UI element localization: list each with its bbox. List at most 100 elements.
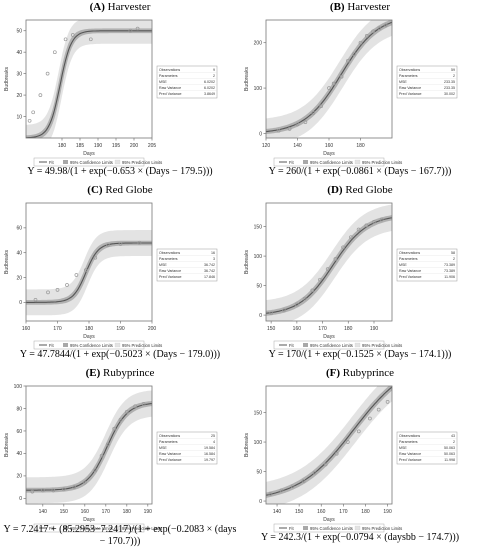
confidence-band xyxy=(266,386,392,498)
stats-label: Parameters xyxy=(399,440,418,444)
legend-fit-label: Fit xyxy=(49,160,54,165)
legend-pred-label: 95% Prediction Limits xyxy=(122,160,162,165)
y-tick-label: 100 xyxy=(14,384,23,390)
data-point xyxy=(385,400,390,404)
y-tick-label: 50 xyxy=(256,283,262,289)
legend-box xyxy=(273,157,385,167)
data-point xyxy=(358,40,363,45)
y-tick-label: 20 xyxy=(16,275,22,281)
x-tick-label: 120 xyxy=(262,143,271,149)
fit-line xyxy=(26,30,152,138)
data-point xyxy=(45,71,50,76)
x-tick-label: 150 xyxy=(60,509,69,515)
y-tick-label: 100 xyxy=(254,440,263,446)
stats-label: Pred Variance xyxy=(159,92,182,96)
legend-fit-label: Fit xyxy=(49,526,54,531)
x-axis-label: Days xyxy=(323,334,335,340)
data-point xyxy=(345,440,350,444)
legend-pred-swatch xyxy=(114,342,121,348)
y-tick-label: 40 xyxy=(16,50,22,56)
stats-label: Observations xyxy=(159,251,180,255)
data-point xyxy=(279,488,284,493)
stats-label: Raw Variance xyxy=(159,86,181,90)
data-point xyxy=(52,50,57,55)
data-point xyxy=(356,429,361,434)
legend-conf-swatch xyxy=(63,526,68,530)
panel-d: (D) Red Globe 150 160 170 180 190 0 50 100 150 Da… xyxy=(240,183,480,366)
data-point xyxy=(356,227,361,232)
x-axis-label: Days xyxy=(323,151,335,157)
stats-label: Pred Variance xyxy=(399,458,422,462)
y-tick-label: 0 xyxy=(19,300,22,306)
data-point xyxy=(74,273,79,277)
panel-letter: (E) xyxy=(85,367,101,379)
legend-box xyxy=(33,157,145,167)
y-tick-label: 200 xyxy=(254,40,263,46)
y-tick-label: 20 xyxy=(16,93,22,99)
stats-value: 50.063 xyxy=(444,446,455,450)
stats-label: MSE xyxy=(399,263,407,267)
panel-name: Red Globe xyxy=(105,184,153,196)
stats-label: Raw Variance xyxy=(399,452,421,456)
stats-value: 233.35 xyxy=(444,80,455,84)
x-tick-label: 180 xyxy=(356,143,365,149)
panel-letter: (A) xyxy=(89,1,105,13)
stats-label: Observations xyxy=(399,251,420,255)
y-axis-label: Budbreaks xyxy=(4,433,10,457)
panel-b: (B) Harvester 120 140 160 180 0 100 200 Days Bud… xyxy=(240,0,480,183)
legend-pred-swatch xyxy=(114,159,121,165)
data-point xyxy=(364,34,369,38)
data-point xyxy=(372,220,376,224)
data-point xyxy=(106,442,110,447)
legend-fit-label: Fit xyxy=(49,343,54,348)
panel-e: (E) Rubyprince 140 150 160 170 180 190 0 20 40 60… xyxy=(0,366,240,549)
stats-value: 3 xyxy=(213,257,215,261)
stats-label: Observations xyxy=(159,68,180,72)
stats-value: 2 xyxy=(453,440,455,444)
fit-line xyxy=(266,21,392,133)
panel-name: Rubyprince xyxy=(342,367,395,379)
data-point xyxy=(334,451,339,456)
stats-label: Observations xyxy=(399,68,420,72)
legend-conf-label: 95% Confidence Limits xyxy=(70,526,113,531)
data-point xyxy=(301,479,306,483)
data-point xyxy=(118,242,123,246)
data-point xyxy=(133,404,138,409)
data-point xyxy=(310,288,315,293)
chart-svg: 140 150 160 170 180 190 0 50 100 150 Days Budbreaks… xyxy=(244,385,458,533)
data-point xyxy=(295,122,300,127)
legend-pred-label: 95% Prediction Limits xyxy=(122,343,162,348)
stats-value: 50.063 xyxy=(444,452,455,456)
x-tick-label: 195 xyxy=(112,143,121,149)
fit-line xyxy=(266,386,392,496)
data-point xyxy=(124,409,129,414)
data-point xyxy=(93,255,98,260)
x-axis-label: Days xyxy=(83,517,95,523)
data-point xyxy=(83,268,88,272)
x-tick-label: 150 xyxy=(267,326,276,332)
y-tick-label: 50 xyxy=(256,469,262,475)
legend-pred-swatch xyxy=(354,525,361,531)
data-point xyxy=(61,487,66,492)
y-tick-label: 100 xyxy=(254,86,263,92)
chart-svg: 140 150 160 170 180 190 0 20 40 60 80 100 Days Budbre… xyxy=(4,384,218,533)
y-axis-label: Budbreaks xyxy=(244,67,250,91)
panel-letter: (D) xyxy=(327,184,343,196)
data-point xyxy=(323,462,328,467)
data-point xyxy=(341,245,345,250)
panel-name: Red Globe xyxy=(345,184,393,196)
x-tick-label: 190 xyxy=(116,326,125,332)
stats-value: 73.389 xyxy=(444,263,455,267)
data-point xyxy=(82,480,87,485)
y-tick-label: 150 xyxy=(254,224,263,230)
y-axis-label: Budbreaks xyxy=(244,433,250,457)
x-tick-label: 180 xyxy=(123,509,132,515)
data-point xyxy=(40,488,45,493)
y-tick-label: 60 xyxy=(16,226,22,232)
stats-label: Parameters xyxy=(159,440,178,444)
stats-label: MSE xyxy=(159,80,167,84)
stats-value: 36.742 xyxy=(204,263,215,267)
confidence-band xyxy=(266,20,392,135)
legend-pred-label: 95% Prediction Limits xyxy=(362,343,402,348)
plot-frame xyxy=(265,202,393,322)
